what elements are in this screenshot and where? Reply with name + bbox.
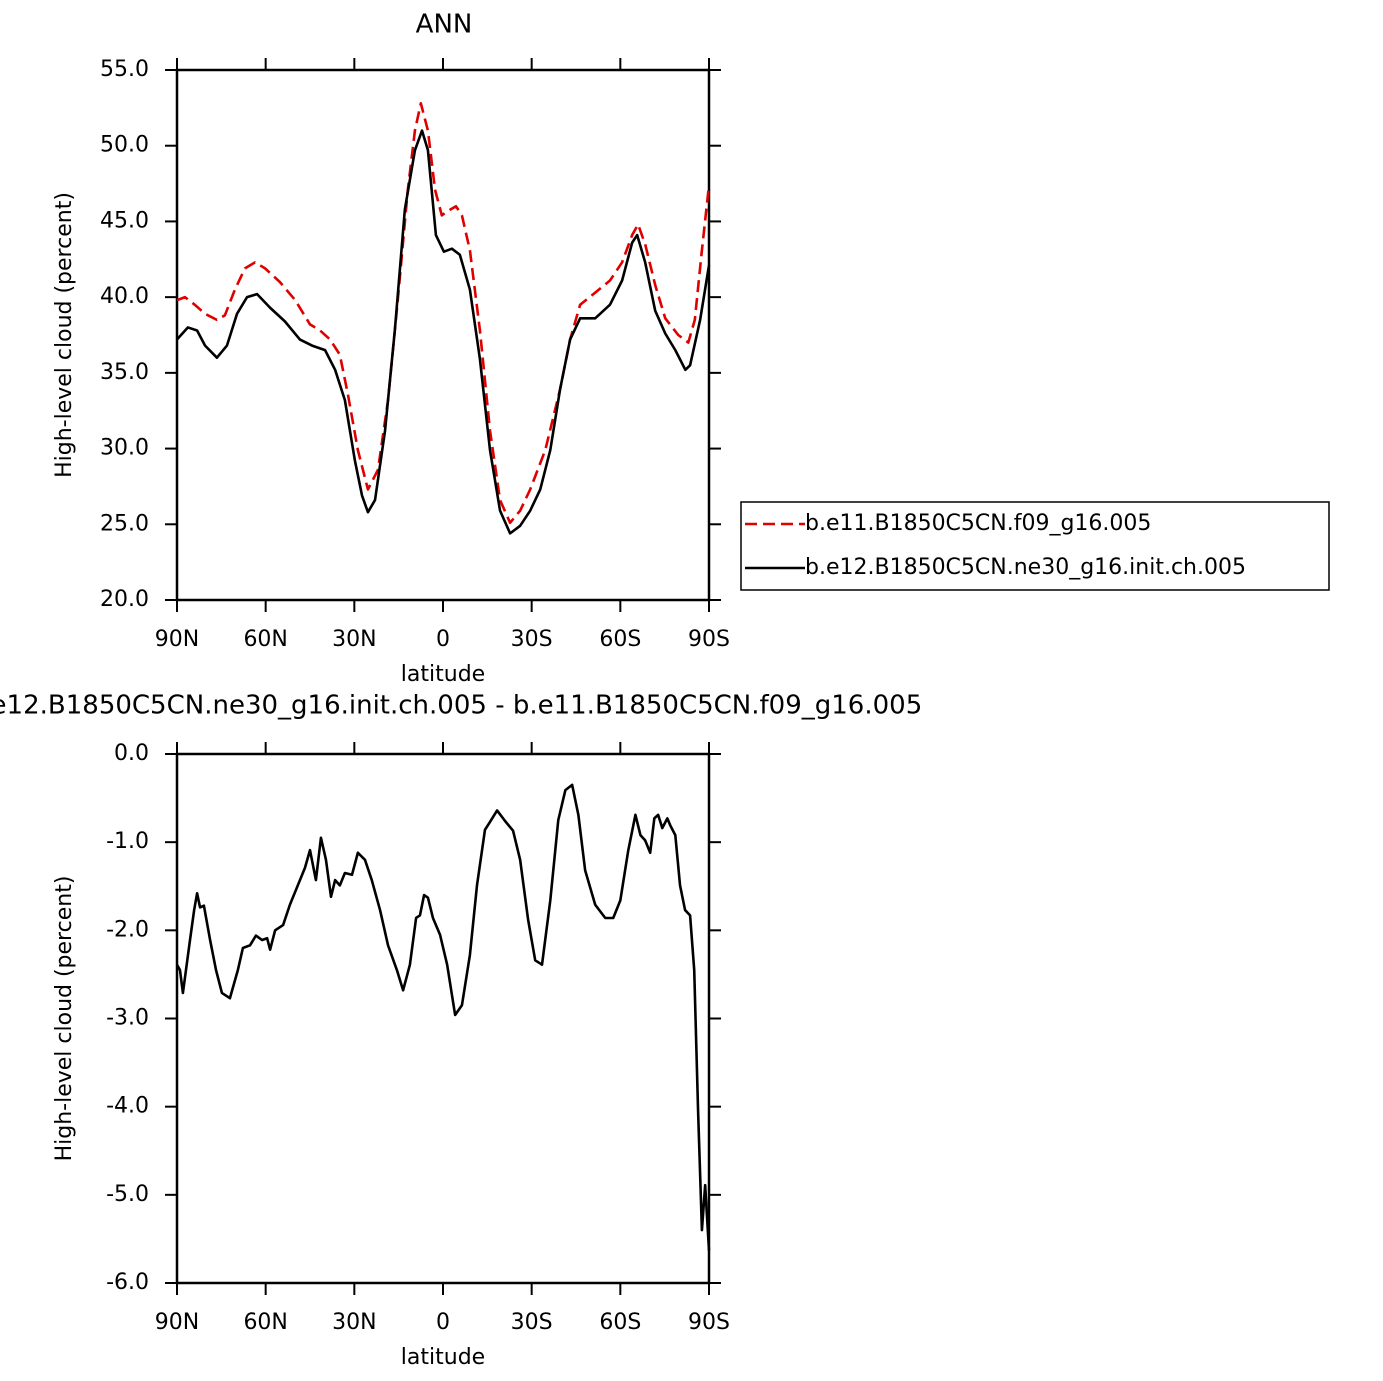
x-tick-label: 60N [243,627,287,652]
y-tick-label: 30.0 [100,436,149,461]
data-line [176,129,711,535]
x-tick-label: 30N [332,627,376,652]
y-tick-label: 40.0 [100,284,149,309]
x-tick-label: 30N [332,1310,376,1335]
chart-title: b.e12.B1850C5CN.ne30_g16.init.ch.005 - b… [0,691,922,721]
y-tick-label: 55.0 [100,57,149,82]
legend-label: b.e12.B1850C5CN.ne30_g16.init.ch.005 [805,555,1246,580]
y-tick-label: -5.0 [106,1182,149,1207]
x-tick-label: 90N [155,627,199,652]
y-tick-label: 45.0 [100,208,149,233]
x-axis-label: latitude [401,1345,485,1370]
x-tick-label: 60N [243,1310,287,1335]
data-line [175,783,711,1251]
x-tick-label: 30S [511,1310,553,1335]
x-tick-label: 90S [688,627,730,652]
x-axis-label: latitude [401,662,485,687]
x-tick-label: 0 [436,627,450,652]
x-tick-label: 60S [599,1310,641,1335]
y-tick-label: -3.0 [106,1006,149,1031]
y-axis-label: High-level cloud (percent) [52,192,77,478]
y-tick-label: 50.0 [100,133,149,158]
x-tick-label: 90S [688,1310,730,1335]
x-tick-label: 30S [511,627,553,652]
x-tick-label: 90N [155,1310,199,1335]
data-line [176,102,711,525]
y-axis-label: High-level cloud (percent) [52,876,77,1162]
x-tick-label: 0 [436,1310,450,1335]
y-tick-label: -4.0 [106,1094,149,1119]
y-tick-label: 0.0 [114,741,149,766]
x-tick-label: 60S [599,627,641,652]
plot-frame [175,752,711,1285]
legend-label: b.e11.B1850C5CN.f09_g16.005 [805,511,1151,536]
y-tick-label: 25.0 [100,511,149,536]
legend-box [740,501,1330,591]
chart-title: ANN [416,10,473,40]
y-tick-label: 20.0 [100,587,149,612]
plot-frame [175,68,711,602]
y-tick-label: -2.0 [106,917,149,942]
y-tick-label: -6.0 [106,1270,149,1295]
y-tick-label: 35.0 [100,360,149,385]
y-tick-label: -1.0 [106,829,149,854]
